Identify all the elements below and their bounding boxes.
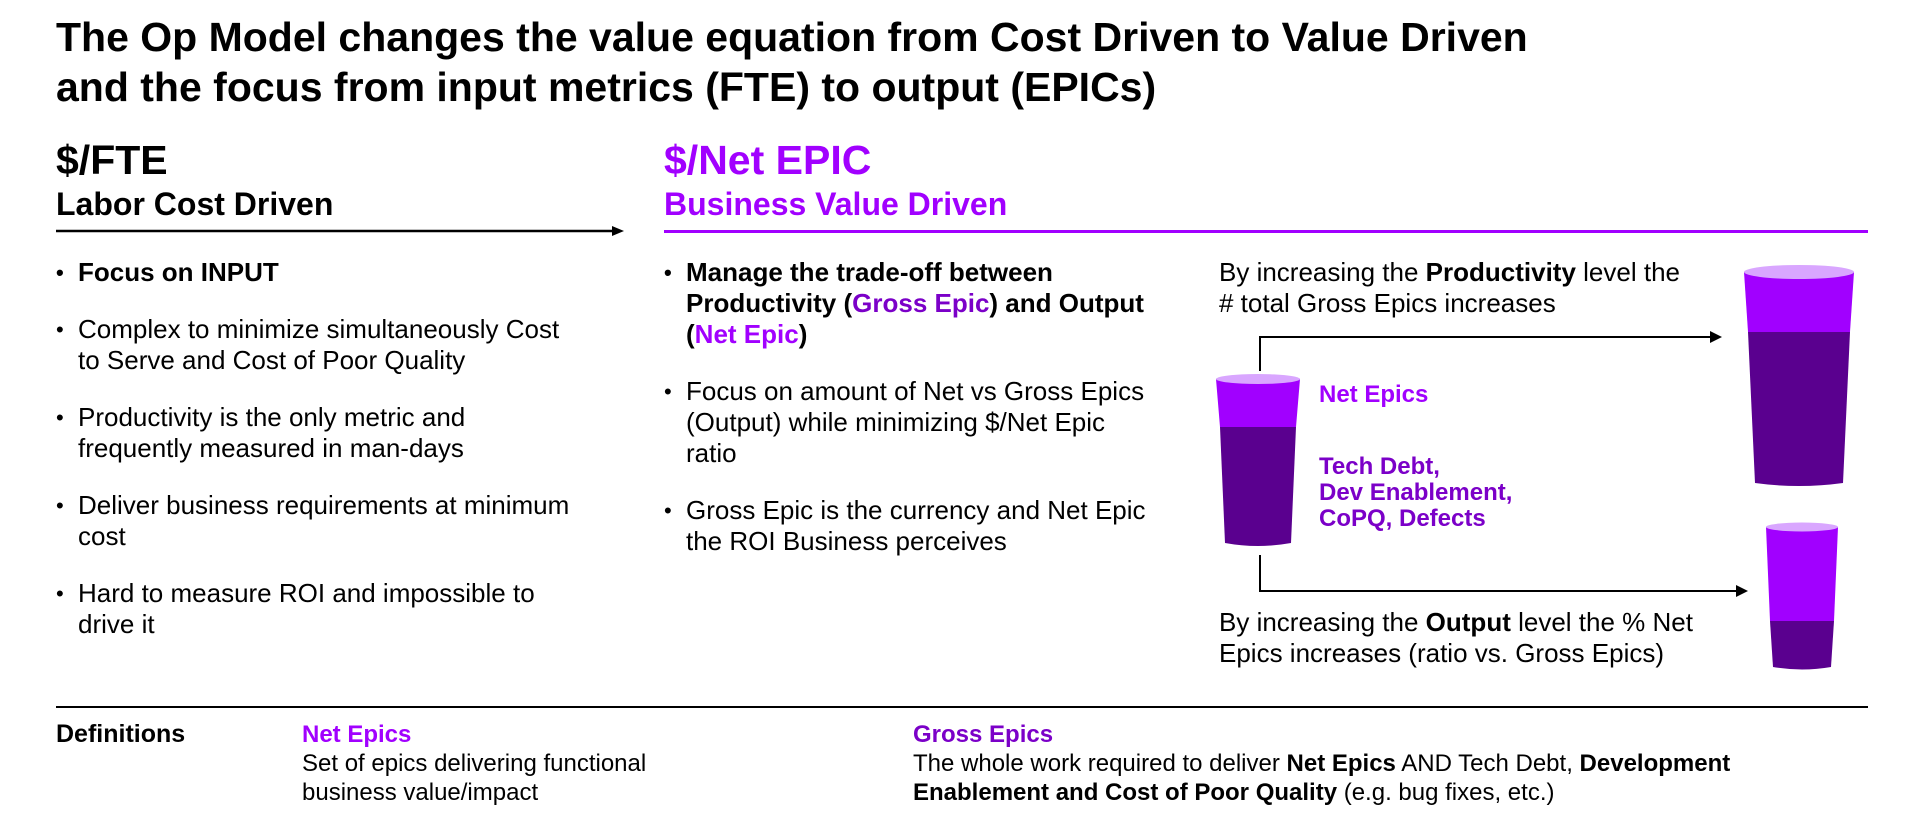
bullet-text: ) and Output ( xyxy=(686,288,1144,349)
output-arrow xyxy=(1259,555,1748,597)
note-bold: Productivity xyxy=(1425,257,1576,287)
note-bold: Output xyxy=(1425,607,1511,637)
note-text: By increasing the xyxy=(1219,607,1426,637)
definition-part: (e.g. bug fixes, etc.) xyxy=(1337,779,1555,806)
left-bullet-list: Focus on INPUT Complex to minimize simul… xyxy=(56,257,576,666)
legend-net-epics: Net Epics xyxy=(1319,381,1429,408)
definition-bold: Net Epics xyxy=(1286,750,1396,777)
legend-line: CoPQ, Defects xyxy=(1319,505,1486,532)
center-cup-icon xyxy=(1216,374,1300,546)
definition-bold: Development Enablement and Cost of Poor … xyxy=(913,750,1731,806)
title-line-2: and the focus from input metrics (FTE) t… xyxy=(56,64,1157,110)
definition-heading: Net Epics xyxy=(302,721,412,748)
definition-text: The whole work required to deliver Net E… xyxy=(913,749,1833,807)
list-item: Deliver business requirements at minimum… xyxy=(56,490,576,552)
bullet-text: Manage the trade-off between Productivit… xyxy=(686,257,1053,318)
page-title: The Op Model changes the value equation … xyxy=(56,12,1556,112)
right-divider xyxy=(664,230,1868,233)
definition-part: AND Tech Debt, xyxy=(1395,750,1580,777)
right-bullet-list: Manage the trade-off between Productivit… xyxy=(664,257,1154,583)
productivity-cup-icon xyxy=(1744,265,1854,486)
list-item: Focus on INPUT xyxy=(56,257,576,288)
right-heading: $/Net EPIC xyxy=(664,137,872,183)
productivity-note: By increasing the Productivity level the… xyxy=(1219,257,1699,319)
note-text: By increasing the xyxy=(1219,257,1426,287)
left-subheading: Labor Cost Driven xyxy=(56,186,334,222)
definition-net-epics: Net Epics Set of epics delivering functi… xyxy=(302,721,742,807)
left-arrow-divider xyxy=(56,226,624,236)
output-note: By increasing the Output level the % Net… xyxy=(1219,607,1749,669)
definition-gross-epics: Gross Epics The whole work required to d… xyxy=(913,721,1833,807)
net-epic-term: Net Epic xyxy=(694,319,799,349)
productivity-arrow xyxy=(1259,331,1722,371)
definition-text: Set of epics delivering functional busin… xyxy=(302,750,647,806)
definitions-label: Definitions xyxy=(56,720,186,748)
definitions-divider xyxy=(56,706,1868,708)
list-item: Productivity is the only metric and freq… xyxy=(56,402,576,464)
right-subheading: Business Value Driven xyxy=(664,186,1008,222)
cups-diagram xyxy=(1216,265,1854,670)
legend-line: Dev Enablement, xyxy=(1319,479,1513,506)
note-text: level the # total Gross Epics increases xyxy=(1219,257,1680,318)
list-item: Focus on amount of Net vs Gross Epics (O… xyxy=(664,376,1154,469)
note-text: level the % Net Epics increases (ratio v… xyxy=(1219,607,1693,668)
list-item: Manage the trade-off between Productivit… xyxy=(664,257,1154,350)
definition-heading: Gross Epics xyxy=(913,721,1054,748)
legend-other-work: Tech Debt, Dev Enablement, CoPQ, Defects xyxy=(1319,454,1512,532)
gross-epic-term: Gross Epic xyxy=(852,288,990,318)
title-line-1: The Op Model changes the value equation … xyxy=(56,14,1528,60)
bullet-text: ) xyxy=(798,319,808,349)
list-item: Complex to minimize simultaneously Cost … xyxy=(56,314,576,376)
list-item: Hard to measure ROI and impossible to dr… xyxy=(56,578,576,640)
output-cup-icon xyxy=(1766,522,1838,670)
definition-part: The whole work required to deliver xyxy=(913,750,1287,777)
left-heading: $/FTE xyxy=(56,137,168,183)
legend-line: Tech Debt, xyxy=(1319,453,1440,480)
list-item: Gross Epic is the currency and Net Epic … xyxy=(664,495,1154,557)
